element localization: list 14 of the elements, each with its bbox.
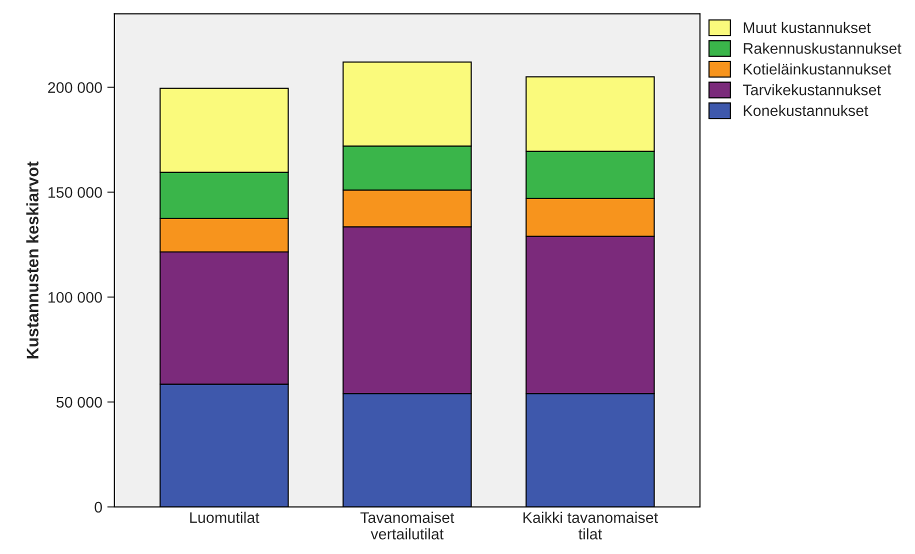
x-tick-label: Luomutilat [190,512,260,523]
legend-label: Tarvikekustannukset [742,84,881,96]
y-tick-label: 200 000 [48,82,102,93]
y-tick-label: 50 000 [56,396,102,408]
y-tick-label: 100 000 [48,292,102,303]
x-tick-label: Kaikki tavanomaiset tilat [524,512,658,540]
x-tick-label: Tavanomaiset vertailutilat [360,512,454,540]
y-tick-label: 150 000 [48,187,102,198]
legend-label: Kotieläinkustannukset [744,63,892,75]
legend-label: Konekustannukset [744,104,868,116]
legend-label: Muut kustannukset [744,22,871,34]
y-axis-title: Kustannusten keskiarvot [26,161,38,358]
legend-label: Rakennuskustannukset [744,42,902,54]
y-tick-label: 0 [94,502,102,513]
